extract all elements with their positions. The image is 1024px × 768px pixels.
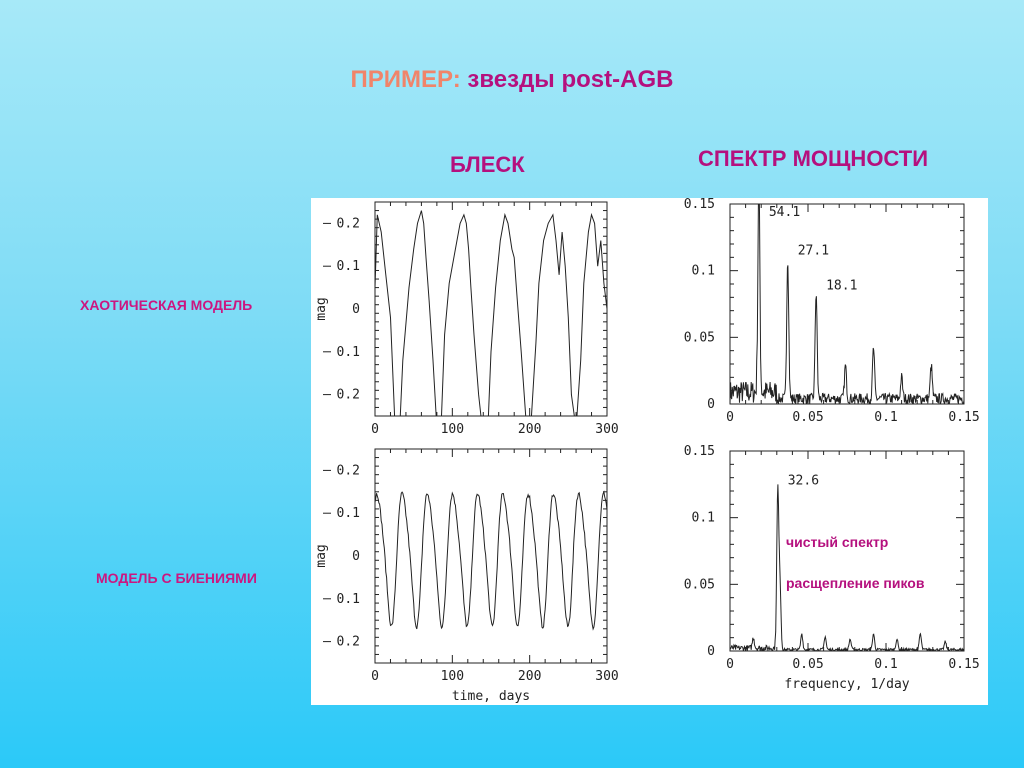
annotation-clean-spectrum: чистый спектр (786, 534, 889, 550)
plot-frame-0 (374, 201, 608, 417)
x-tick-label-3: 0.05 (792, 657, 823, 672)
plot-frame-1 (729, 203, 965, 405)
y-tick-label-2: 0.1 (337, 506, 360, 521)
y-tick-label-1: 0.05 (684, 330, 715, 345)
y-tick-label-3: 0.1 (692, 511, 715, 526)
series-line-spectrum (730, 204, 964, 404)
peak-label-32.6: 32.6 (788, 473, 819, 488)
y-tick-label-3: 0 (707, 644, 715, 659)
x-tick-label-2: 0 (371, 669, 379, 684)
x-tick-label-0: 300 (595, 422, 618, 437)
y-tick-label-0: 0.1 (337, 259, 360, 274)
y-tick-label-3: 0.05 (684, 577, 715, 592)
y-tick-label-0: 0.1 (337, 345, 360, 360)
x-tick-label-1: 0.1 (874, 410, 897, 425)
x-tick-label-0: 0 (371, 422, 379, 437)
x-axis-label-3: frequency, 1/day (784, 677, 909, 692)
y-tick-label-1: 0.15 (684, 198, 715, 212)
series-line-chaotic (375, 210, 607, 416)
y-tick-label-3: 0.15 (684, 444, 715, 459)
plot-frame-2 (374, 448, 608, 664)
y-axis-label-0: mag (314, 297, 329, 320)
column-header-power-spectrum: СПЕКТР МОЩНОСТИ (698, 146, 929, 171)
series-line-spectrum (730, 484, 964, 651)
x-tick-label-0: 200 (518, 422, 541, 437)
x-tick-label-2: 300 (595, 669, 618, 684)
title-prefix: ПРИМЕР: (350, 66, 461, 93)
slide-title: ПРИМЕР: звезды post-AGB (0, 66, 1024, 94)
figure-panel: 0 100 200 300 0.2 0.1 0 0.1 0.2 mag 0 0.05 0.1 0.15 0.… (311, 197, 988, 705)
peak-label-18.1: 18.1 (826, 278, 857, 293)
title-main: звезды post-AGB (467, 66, 674, 93)
y-tick-label-1: 0.1 (692, 264, 715, 279)
figure-svg: 0 100 200 300 0.2 0.1 0 0.1 0.2 mag 0 0.05 0.1 0.15 0.… (314, 197, 980, 704)
y-tick-label-1: 0 (707, 397, 715, 412)
series-line-beat (375, 490, 607, 631)
plot-frame-3 (729, 450, 965, 652)
x-axis-label-2: time, days (452, 689, 530, 704)
y-tick-label-2: 0.2 (337, 635, 360, 650)
annotation-peak-splitting: расщепление пиков (786, 575, 925, 591)
x-tick-label-3: 0 (726, 657, 734, 672)
y-tick-label-0: 0 (352, 302, 360, 317)
y-tick-label-2: 0.1 (337, 592, 360, 607)
row-label-chaotic: ХАОТИЧЕСКАЯ МОДЕЛЬ (80, 297, 253, 313)
x-tick-label-0: 100 (441, 422, 464, 437)
x-tick-label-3: 0.15 (948, 657, 979, 672)
peak-label-27.1: 27.1 (798, 244, 829, 259)
row-label-beat: МОДЕЛЬ С БИЕНИЯМИ (96, 570, 257, 586)
peak-label-54.1: 54.1 (769, 205, 800, 220)
y-tick-label-2: 0.2 (337, 463, 360, 478)
x-tick-label-1: 0 (726, 410, 734, 425)
column-header-brightness: БЛЕСК (450, 152, 525, 177)
x-tick-label-2: 100 (441, 669, 464, 684)
x-tick-label-3: 0.1 (874, 657, 897, 672)
y-tick-label-0: 0.2 (337, 388, 360, 403)
x-tick-label-2: 200 (518, 669, 541, 684)
y-tick-label-2: 0 (352, 549, 360, 564)
x-tick-label-1: 0.05 (792, 410, 823, 425)
y-axis-label-2: mag (314, 544, 329, 567)
x-tick-label-1: 0.15 (948, 410, 979, 425)
y-tick-label-0: 0.2 (337, 216, 360, 231)
